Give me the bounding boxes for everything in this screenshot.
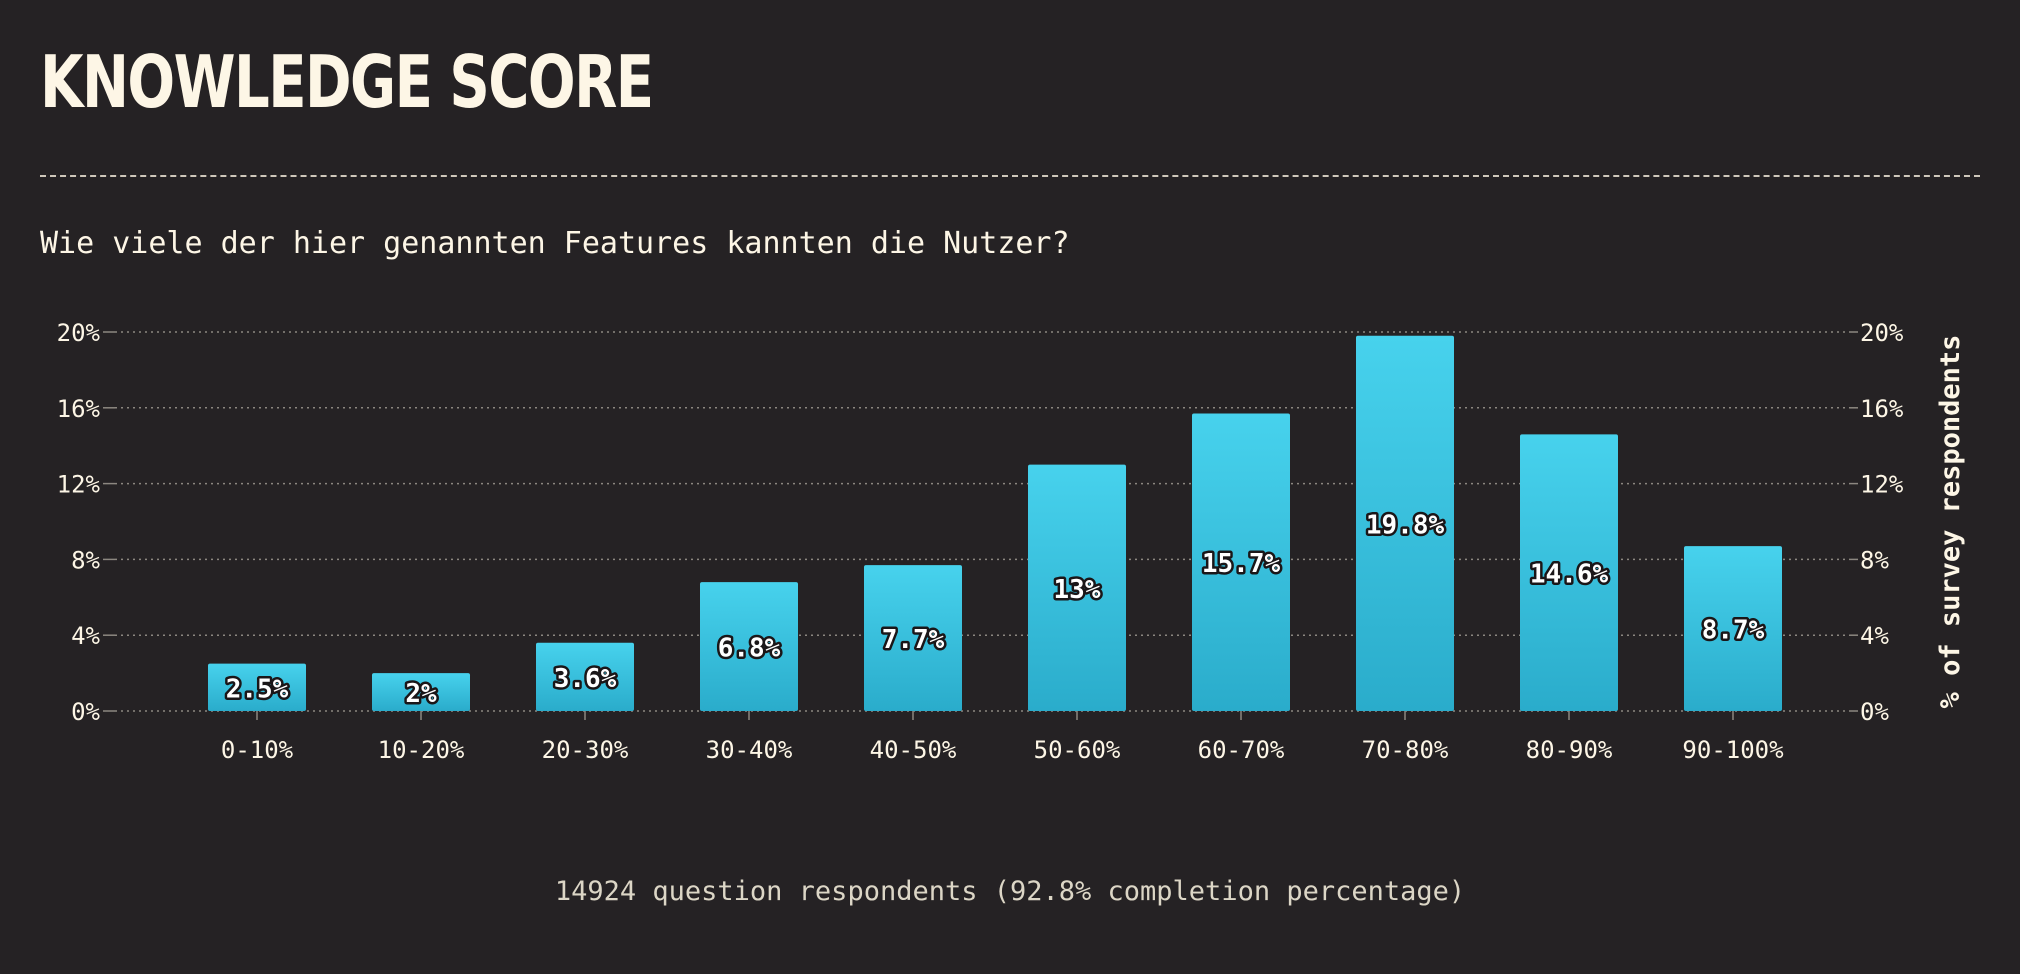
y-tick-label-left: 0%	[71, 698, 100, 726]
y-axis-label: % of survey respondents	[1935, 335, 1966, 709]
bar	[864, 565, 962, 711]
x-tick-label: 70-80%	[1362, 736, 1449, 764]
y-tick-label-left: 4%	[71, 622, 100, 650]
x-tick-label: 0-10%	[221, 736, 294, 764]
y-tick-label-left: 16%	[57, 395, 101, 423]
bar	[700, 582, 798, 711]
bars: 2.5% 2% 3.6% 6.8% 7.7% 13% 15.7% 19.8% 14.6% 8.7%	[208, 335, 1782, 712]
bar-value-label: 14.6%	[1530, 560, 1609, 590]
x-tick-label: 20-30%	[542, 736, 629, 764]
y-tick-label-right: 0%	[1860, 698, 1889, 726]
title-divider	[40, 175, 1980, 177]
bar	[1192, 413, 1290, 711]
chart-subtitle: Wie viele der hier genannten Features ka…	[40, 226, 1070, 261]
x-tick-label: 50-60%	[1034, 736, 1121, 764]
y-tick-label-left: 8%	[71, 546, 100, 574]
bar-value-label: 15.7%	[1202, 549, 1281, 579]
bar	[372, 673, 470, 711]
y-tick-label-left: 20%	[57, 319, 101, 347]
bar-value-label: 3.6%	[554, 664, 617, 694]
x-tick-label: 10-20%	[378, 736, 465, 764]
respondents-footer: 14924 question respondents (92.8% comple…	[554, 876, 1466, 907]
x-tick-label: 40-50%	[870, 736, 957, 764]
bar-value-label: 2.5%	[226, 674, 289, 704]
x-tick-label: 60-70%	[1198, 736, 1285, 764]
bar	[208, 663, 306, 711]
y-tick-label-right: 12%	[1860, 471, 1904, 499]
bar	[1356, 335, 1454, 711]
y-axis-left: 0% 4% 8% 12% 16% 20%	[57, 319, 115, 726]
bar-value-label: 7.7%	[882, 625, 945, 655]
bar-value-label: 13%	[1054, 575, 1101, 605]
bar-value-label: 8.7%	[1702, 616, 1765, 646]
bar-value-label: 19.8%	[1366, 510, 1445, 540]
bar	[1520, 434, 1618, 711]
bar-value-label: 6.8%	[718, 634, 781, 664]
y-tick-label-right: 20%	[1860, 319, 1904, 347]
bar-value-label: 2%	[405, 679, 437, 709]
x-tick-label: 80-90%	[1526, 736, 1613, 764]
bar	[1028, 464, 1126, 711]
x-axis: 0-10% 10-20% 20-30% 30-40% 40-50% 50-60% 60-70…	[221, 711, 1784, 764]
y-tick-label-left: 12%	[57, 471, 101, 499]
y-tick-label-right: 8%	[1860, 546, 1889, 574]
bar	[1684, 546, 1782, 711]
y-tick-label-right: 16%	[1860, 395, 1904, 423]
page-title: KNOWLEDGE SCORE	[40, 40, 654, 124]
x-tick-label: 90-100%	[1682, 736, 1784, 764]
bar-chart: 0% 4% 8% 12% 16% 20% 0% 4% 8% 12% 16% 20% 2.5% 2% 3.…	[57, 319, 1966, 764]
bar	[536, 642, 634, 711]
y-axis-right: 0% 4% 8% 12% 16% 20%	[1850, 319, 1904, 726]
y-tick-label-right: 4%	[1860, 622, 1889, 650]
x-tick-label: 30-40%	[706, 736, 793, 764]
